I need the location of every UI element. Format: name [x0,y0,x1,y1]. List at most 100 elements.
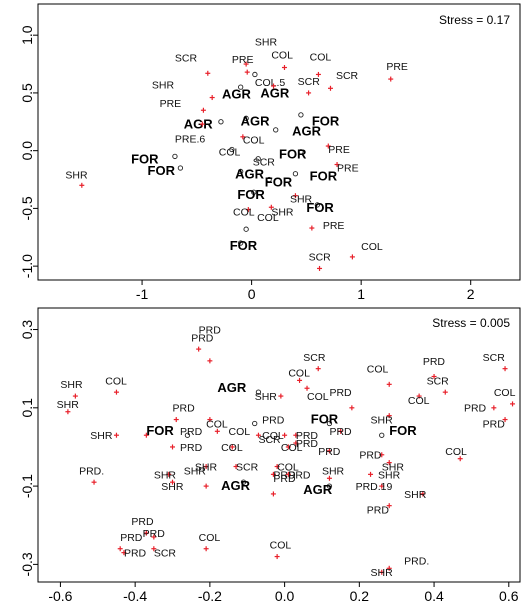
point-label: SCR [309,251,332,263]
point-label: FOR [230,238,258,253]
point-label: FOR [311,411,339,426]
point-label: SHR [404,489,427,501]
point-label: PRD [329,387,352,399]
point-cross-marker [91,479,97,485]
point-label: PRD [296,438,319,450]
point-label: AGR [260,86,290,101]
point-label: AGR [235,166,265,181]
point-label: SHR [271,206,294,218]
point-label: SHR [255,391,278,403]
point-label: COL [277,461,299,473]
point-label: PRD [464,403,487,415]
point-label: PRD [199,324,222,336]
point-cross-marker [317,265,323,271]
point-label: SHR [382,461,405,473]
point-label: COL [243,135,265,147]
point-cross-marker [386,460,392,466]
point-cross-marker [166,471,172,477]
point-circle-marker [266,176,272,183]
point-label: AGR [222,87,252,102]
point-cross-marker [243,61,249,67]
x-tick-label: -0.2 [198,588,222,604]
point-cross-marker [209,95,215,101]
point-circle-marker [240,479,247,485]
point-label: COL [310,52,332,64]
point-cross-marker [502,366,508,372]
point-cross-marker [388,76,394,82]
point-label: PRD [273,473,296,485]
point-cross-marker [315,71,321,77]
y-tick-label: -0.1 [19,474,35,498]
point-circle-marker [379,432,385,438]
top-y-ticks: 1.0 0.5 0.0 -0.5 -1.0 [19,25,38,278]
point-label: COL [262,430,284,442]
point-label: COL [361,241,383,253]
x-tick-label: -1 [136,286,149,302]
point-cross-marker [240,134,246,140]
point-cross-marker [285,471,291,477]
point-label: PRD [296,430,319,442]
point-cross-marker [170,444,176,450]
point-label: SHR [290,194,313,206]
point-cross-marker [293,440,299,446]
x-tick-label: 1 [357,286,365,302]
point-label: COL [270,540,292,552]
point-cross-marker [349,405,355,411]
x-tick-label: -0.6 [48,588,72,604]
point-cross-marker [306,90,312,96]
point-label: PRD [191,332,214,344]
point-label: PRD [367,505,390,517]
point-cross-marker [386,565,392,571]
point-circle-marker [292,171,299,177]
point-cross-marker [282,432,288,438]
point-cross-marker [274,554,280,560]
x-tick-label: 0.0 [275,588,295,604]
point-cross-marker [327,85,333,91]
point-cross-marker [274,464,280,470]
bottom-mds-panel: -0.6 -0.4 -0.2 0.0 0.2 0.4 0.6 0.30.1-0.1-0.3 … [19,307,521,604]
x-tick-label: 0 [248,286,256,302]
point-circle-marker [243,115,249,121]
point-label: FOR [389,423,417,438]
point-cross-marker [386,413,392,419]
point-label: PRD [143,528,166,540]
point-label: SCR [154,548,177,560]
x-tick-label: 0.6 [499,588,519,604]
point-label: COL [367,364,389,376]
point-label: PRD [329,426,352,438]
point-circle-marker [238,240,244,246]
point-label: COL [288,368,310,380]
point-cross-marker [510,401,516,407]
point-label: COL [271,49,293,61]
point-cross-marker [113,432,119,438]
y-tick-label: -0.3 [19,552,35,576]
point-circle-marker [326,483,333,489]
point-cross-marker [431,374,437,379]
point-label: SCR [336,70,359,82]
y-tick-label: 0.5 [19,83,35,103]
point-cross-marker [173,417,179,423]
y-tick-label: 1.0 [19,25,35,45]
point-label: PRD. [404,555,429,567]
point-label: FOR [265,174,293,189]
point-cross-marker [79,182,85,188]
point-cross-marker [255,432,261,438]
point-cross-marker [214,428,220,434]
point-cross-marker [368,471,374,477]
point-circle-marker [229,146,235,153]
point-label: PRD [180,426,203,438]
point-cross-marker [196,346,202,352]
point-cross-marker [379,483,385,489]
point-label: SHR [65,169,88,181]
point-cross-marker [349,254,355,260]
point-cross-marker [292,193,298,199]
point-cross-marker [379,569,385,575]
x-tick-label: 2 [467,286,475,302]
top-plot-frame [37,3,521,281]
point-label: SHR [152,79,175,91]
bottom-x-ticks: -0.6 -0.4 -0.2 0.0 0.2 0.4 0.6 [48,582,519,604]
point-label: SHR [371,567,394,579]
point-cross-marker [199,121,205,127]
